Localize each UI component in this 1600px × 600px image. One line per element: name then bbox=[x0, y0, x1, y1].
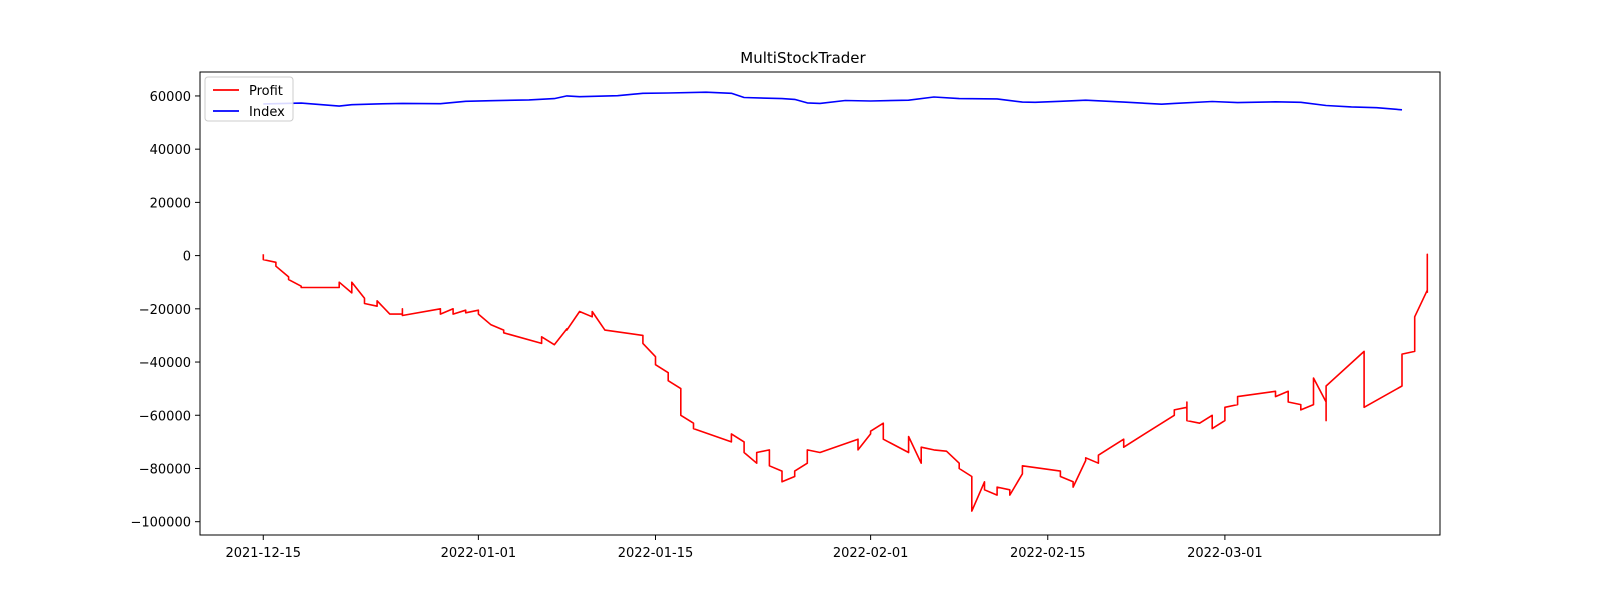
x-tick-label: 2022-02-15 bbox=[1010, 546, 1086, 561]
x-tick-label: 2022-01-01 bbox=[441, 546, 517, 561]
y-tick-label: −100000 bbox=[130, 516, 191, 531]
legend-box bbox=[204, 76, 294, 122]
plot-frame bbox=[199, 71, 1441, 536]
legend: Profit Index bbox=[204, 76, 294, 122]
y-tick-label: 40000 bbox=[150, 143, 191, 158]
y-tick-label: 0 bbox=[183, 250, 191, 265]
x-tick-label: 2021-12-15 bbox=[225, 546, 301, 561]
series-layer bbox=[262, 91, 1429, 512]
y-tick-label: 60000 bbox=[150, 90, 191, 105]
x-axis: 2021-12-15 2022-01-01 2022-01-15 2022-02-01… bbox=[225, 535, 1263, 561]
series-line-profit bbox=[262, 253, 1429, 512]
x-tick-label: 2022-03-01 bbox=[1187, 546, 1263, 561]
y-tick-label: 20000 bbox=[150, 196, 191, 211]
legend-label: Index bbox=[249, 105, 285, 120]
x-tick-label: 2022-02-01 bbox=[833, 546, 909, 561]
y-tick-label: −80000 bbox=[139, 462, 191, 477]
chart-title: MultiStockTrader bbox=[740, 49, 866, 67]
series-line-index bbox=[263, 91, 1403, 111]
x-tick-label: 2022-01-15 bbox=[618, 546, 694, 561]
y-axis: 60000 40000 20000 0 −20000 −40000 −60000 −80000… bbox=[130, 90, 200, 531]
legend-label: Profit bbox=[249, 84, 283, 99]
y-tick-label: −20000 bbox=[139, 303, 191, 318]
y-tick-label: −40000 bbox=[139, 356, 191, 371]
y-tick-label: −60000 bbox=[139, 409, 191, 424]
